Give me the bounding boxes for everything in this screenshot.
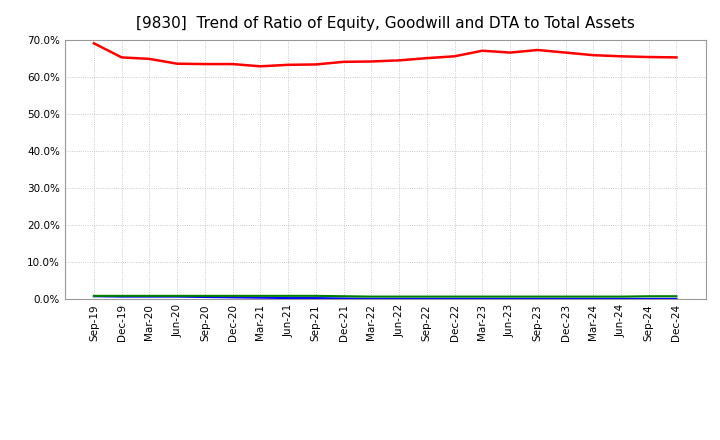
Goodwill [616, 296, 625, 301]
Deferred Tax Assets [117, 293, 126, 298]
Goodwill [145, 294, 154, 299]
Deferred Tax Assets [423, 294, 431, 299]
Deferred Tax Assets [505, 294, 514, 299]
Deferred Tax Assets [367, 294, 376, 299]
Line: Deferred Tax Assets: Deferred Tax Assets [94, 296, 677, 297]
Deferred Tax Assets [561, 294, 570, 299]
Deferred Tax Assets [256, 293, 265, 298]
Goodwill [644, 296, 653, 301]
Goodwill [423, 296, 431, 301]
Equity [284, 62, 292, 67]
Equity [228, 62, 237, 67]
Equity [505, 50, 514, 55]
Deferred Tax Assets [450, 294, 459, 299]
Deferred Tax Assets [672, 293, 681, 299]
Goodwill [339, 296, 348, 301]
Goodwill [450, 296, 459, 301]
Goodwill [534, 296, 542, 301]
Equity [450, 54, 459, 59]
Equity [423, 55, 431, 61]
Equity [117, 55, 126, 60]
Deferred Tax Assets [644, 293, 653, 299]
Equity [644, 55, 653, 60]
Deferred Tax Assets [478, 294, 487, 299]
Deferred Tax Assets [173, 293, 181, 298]
Goodwill [89, 293, 98, 299]
Deferred Tax Assets [312, 293, 320, 298]
Equity [589, 52, 598, 58]
Goodwill [395, 296, 403, 301]
Equity [478, 48, 487, 53]
Goodwill [367, 296, 376, 301]
Deferred Tax Assets [589, 294, 598, 299]
Equity [201, 62, 210, 67]
Line: Goodwill: Goodwill [94, 296, 677, 299]
Deferred Tax Assets [284, 293, 292, 298]
Equity [89, 40, 98, 46]
Goodwill [312, 295, 320, 301]
Equity [173, 61, 181, 66]
Deferred Tax Assets [228, 293, 237, 298]
Goodwill [672, 296, 681, 301]
Goodwill [256, 295, 265, 301]
Equity [672, 55, 681, 60]
Equity [395, 58, 403, 63]
Deferred Tax Assets [201, 293, 210, 298]
Deferred Tax Assets [145, 293, 154, 298]
Deferred Tax Assets [339, 293, 348, 299]
Equity [145, 56, 154, 62]
Deferred Tax Assets [89, 293, 98, 298]
Equity [367, 59, 376, 64]
Deferred Tax Assets [534, 294, 542, 299]
Goodwill [561, 296, 570, 301]
Goodwill [201, 294, 210, 300]
Goodwill [173, 294, 181, 299]
Equity [561, 50, 570, 55]
Goodwill [478, 296, 487, 301]
Equity [534, 48, 542, 53]
Deferred Tax Assets [616, 294, 625, 299]
Equity [616, 54, 625, 59]
Title: [9830]  Trend of Ratio of Equity, Goodwill and DTA to Total Assets: [9830] Trend of Ratio of Equity, Goodwil… [136, 16, 634, 32]
Goodwill [505, 296, 514, 301]
Equity [256, 64, 265, 69]
Deferred Tax Assets [395, 294, 403, 299]
Goodwill [589, 296, 598, 301]
Equity [339, 59, 348, 65]
Goodwill [284, 295, 292, 301]
Goodwill [117, 294, 126, 299]
Equity [312, 62, 320, 67]
Line: Equity: Equity [94, 43, 677, 66]
Goodwill [228, 295, 237, 300]
